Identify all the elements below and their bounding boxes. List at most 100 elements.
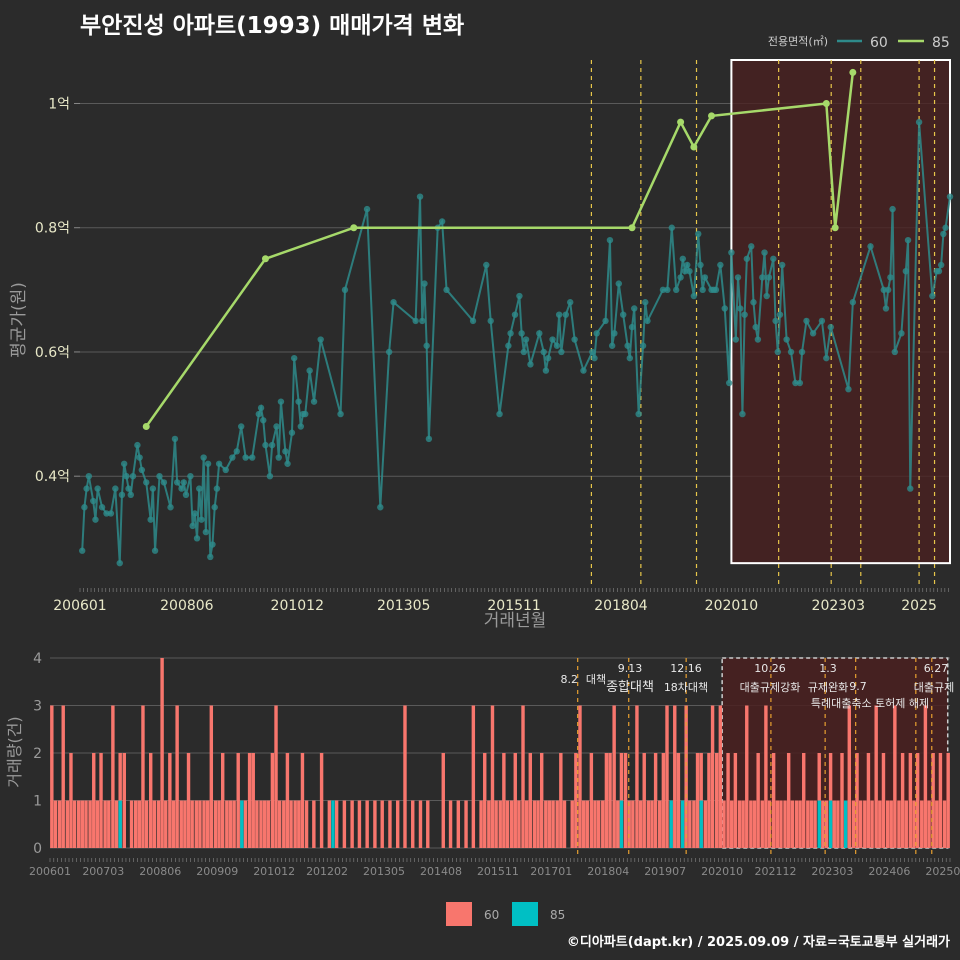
series-point-60 [196, 485, 203, 492]
bar-60 [243, 800, 248, 848]
series-point-60 [754, 336, 762, 343]
event-name-label: 18차대책 [664, 681, 708, 694]
bottom-y-tick-label: 3 [33, 699, 42, 715]
series-point-60 [173, 479, 181, 486]
bottom-x-tick-label: 201701 [530, 865, 572, 878]
top-y-tick-label: 0.4억 [35, 469, 70, 485]
series-point-60 [443, 286, 450, 294]
bottom-plot-area: 0 1 2 3 4 8.2 대책 9.13 종합대책 12.16 18차대책 10.26 대출규제강화 1… [29, 651, 960, 878]
bar-60 [578, 705, 582, 848]
series-point-60 [522, 336, 530, 343]
series-point-85 [708, 112, 716, 120]
bar-60 [202, 800, 206, 848]
top-x-tick-label: 202303 [812, 598, 865, 614]
series-point-60 [631, 305, 638, 312]
bar-60 [923, 705, 928, 848]
bar-85 [118, 800, 122, 848]
top-x-tick-label: 202010 [705, 598, 758, 614]
bar-60 [851, 800, 856, 848]
series-point-60 [209, 541, 216, 548]
series-point-60 [803, 317, 810, 325]
bar-60 [806, 800, 810, 848]
series-point-60 [549, 336, 556, 343]
series-point-60 [385, 348, 393, 356]
series-point-60 [935, 268, 943, 275]
bar-85 [828, 800, 833, 848]
series-point-85 [690, 143, 698, 151]
series-point-60 [809, 330, 817, 337]
series-point-60 [229, 454, 236, 461]
series-point-60 [297, 423, 305, 430]
bar-60 [487, 800, 491, 848]
bar-60 [631, 800, 635, 848]
bar-60 [528, 753, 533, 848]
series-point-60 [125, 485, 132, 492]
bar-85 [240, 800, 244, 848]
bar-60 [737, 800, 742, 848]
bar-60 [908, 753, 913, 848]
bar-60 [642, 753, 646, 848]
bar-60 [80, 800, 85, 848]
series-point-60 [907, 485, 914, 492]
series-point-60 [156, 472, 163, 480]
series-line-85 [145, 72, 855, 428]
event-date-label: 8.2 [561, 673, 579, 686]
series-point-60 [341, 286, 349, 294]
bar-60 [247, 753, 252, 848]
bar-60 [866, 753, 871, 848]
series-point-60 [589, 348, 596, 356]
event-date-label: 12.16 [670, 662, 702, 675]
series-point-60 [684, 261, 691, 269]
bar-60 [464, 800, 468, 848]
bar-60 [418, 800, 423, 848]
bar-60 [650, 800, 654, 848]
series-point-60 [882, 305, 890, 312]
bar-60 [688, 800, 692, 848]
series-point-60 [902, 268, 910, 275]
series-point-60 [505, 342, 512, 349]
bar-60 [61, 705, 65, 848]
series-point-60 [187, 472, 194, 480]
bar-60 [494, 800, 498, 848]
bar-60 [802, 753, 806, 848]
bar-60 [141, 705, 145, 848]
bar-60 [695, 753, 700, 848]
bottom-x-tick-label: 202303 [811, 865, 853, 878]
bar-60 [863, 800, 867, 848]
series-point-60 [940, 230, 947, 238]
bottom-x-tick-label: 200909 [196, 865, 238, 878]
bar-85 [619, 800, 624, 848]
bar-60 [608, 753, 612, 848]
bar-60 [357, 800, 362, 848]
series-point-60 [178, 485, 185, 492]
series-point-60 [171, 435, 179, 443]
bar-60 [900, 753, 905, 848]
series-point-60 [818, 317, 826, 325]
series-point-60 [659, 286, 667, 294]
bar-60 [756, 753, 760, 848]
legend-label-60: 60 [870, 35, 888, 51]
bar-60 [441, 753, 445, 848]
bar-60 [539, 753, 544, 848]
bar-60 [897, 800, 901, 848]
series-point-60 [180, 479, 187, 486]
series-point-60 [191, 510, 199, 517]
bar-60 [809, 800, 814, 848]
bar-60 [574, 753, 578, 848]
bar-60 [327, 800, 332, 848]
bar-60 [217, 800, 221, 848]
series-point-60 [606, 236, 614, 244]
bar-60 [635, 705, 639, 848]
series-point-60 [507, 330, 514, 337]
bottom-x-tick-label: 201408 [420, 865, 462, 878]
top-highlight-box [730, 59, 951, 565]
series-point-60 [412, 317, 419, 325]
series-point-60 [628, 323, 636, 331]
bar-60 [703, 800, 707, 848]
series-point-60 [725, 379, 733, 387]
top-y-tick-label: 0.6억 [35, 345, 70, 361]
bar-60 [627, 800, 631, 848]
bar-60 [483, 753, 487, 848]
bar-60 [221, 753, 225, 848]
series-point-60 [562, 311, 569, 318]
